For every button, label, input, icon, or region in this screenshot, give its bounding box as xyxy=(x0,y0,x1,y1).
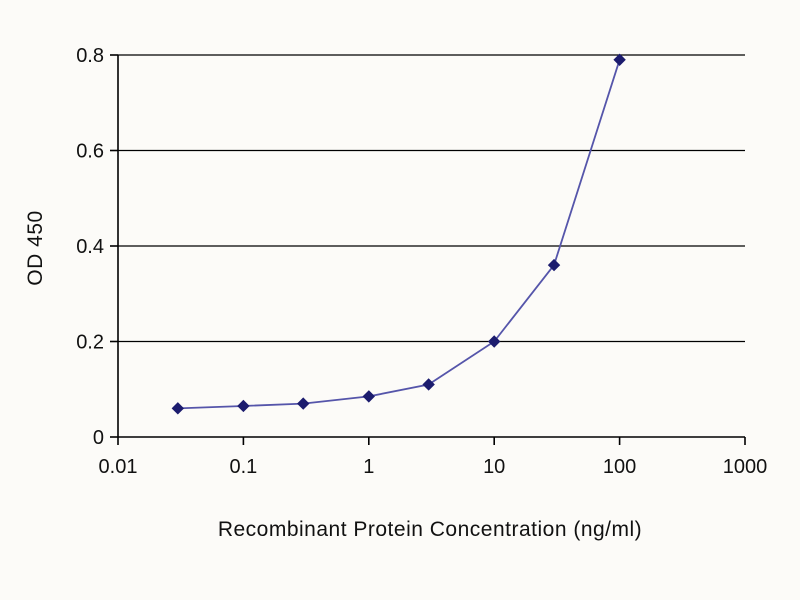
x-tick-label: 1 xyxy=(363,456,374,478)
series-line xyxy=(177,59,621,410)
y-tick-label: 0 xyxy=(93,427,104,449)
data-point-marker xyxy=(613,53,626,66)
data-point-marker xyxy=(237,399,250,413)
data-point-marker xyxy=(362,390,376,403)
y-tick-label: 0.6 xyxy=(76,141,104,163)
data-point-marker xyxy=(171,402,185,415)
y-axis-title: OD 450 xyxy=(24,210,47,286)
x-axis-title: Recombinant Protein Concentration (ng/ml… xyxy=(217,518,643,541)
x-tick-label: 10 xyxy=(483,456,505,478)
y-tick-label: 0.8 xyxy=(76,45,104,67)
y-tick-label: 0.2 xyxy=(76,332,104,354)
x-tick-label: 1000 xyxy=(723,456,768,478)
x-tick-label: 100 xyxy=(603,456,636,478)
data-point-marker xyxy=(297,397,310,410)
data-point-marker xyxy=(547,258,561,272)
x-tick-label: 0.1 xyxy=(229,456,257,478)
data-point-marker xyxy=(487,335,501,348)
data-point-marker xyxy=(422,378,435,391)
y-tick-label: 0.4 xyxy=(76,236,104,258)
x-tick-label: 0.01 xyxy=(99,456,138,478)
